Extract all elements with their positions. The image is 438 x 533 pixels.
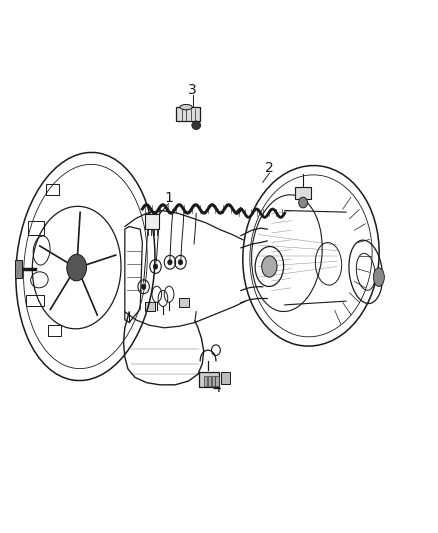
Bar <box>48 325 61 336</box>
Bar <box>295 187 311 199</box>
Bar <box>212 376 215 386</box>
Bar <box>215 376 219 386</box>
Circle shape <box>153 264 158 269</box>
Ellipse shape <box>67 254 87 281</box>
Bar <box>176 107 200 121</box>
Bar <box>145 302 155 311</box>
Circle shape <box>168 260 172 265</box>
Text: 4: 4 <box>212 381 221 395</box>
Text: 1: 1 <box>164 191 173 205</box>
Text: 2: 2 <box>265 161 274 175</box>
Bar <box>26 295 44 306</box>
Bar <box>179 298 189 307</box>
Bar <box>199 372 219 387</box>
Ellipse shape <box>180 104 192 110</box>
Bar <box>221 372 230 384</box>
Ellipse shape <box>261 256 277 277</box>
Ellipse shape <box>192 121 201 130</box>
Circle shape <box>141 284 146 289</box>
Bar <box>204 376 207 386</box>
Circle shape <box>299 197 307 208</box>
Circle shape <box>178 260 183 265</box>
Bar <box>145 214 159 229</box>
Bar <box>46 184 59 195</box>
Ellipse shape <box>373 268 385 286</box>
Bar <box>208 376 211 386</box>
Bar <box>15 260 22 278</box>
Bar <box>28 221 44 235</box>
Text: 3: 3 <box>188 83 197 96</box>
